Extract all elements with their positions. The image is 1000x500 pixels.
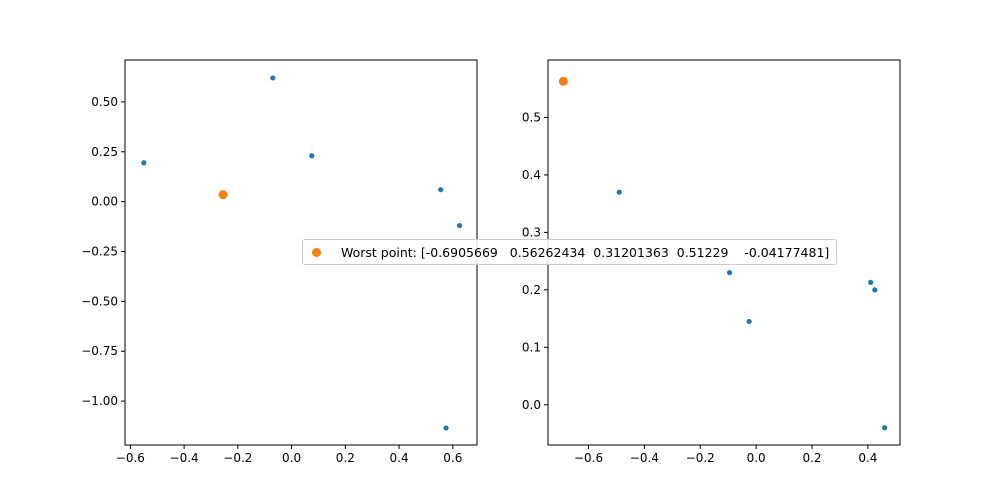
y-tick-label: 0.0	[522, 398, 541, 412]
data-point	[438, 187, 444, 193]
data-point	[726, 270, 733, 276]
x-tick-label: 0.2	[336, 451, 355, 465]
y-tick-label: 0.2	[522, 283, 541, 297]
worst-point	[218, 190, 228, 200]
x-tick-label: 0.2	[802, 451, 821, 465]
data-point	[616, 189, 622, 195]
legend: Worst point: [-0.6905669 0.56262434 0.31…	[302, 239, 838, 265]
x-tick-label: −0.4	[170, 451, 199, 465]
y-tick-label: −0.25	[81, 245, 118, 259]
x-tick-label: −0.6	[116, 451, 145, 465]
data-point	[872, 287, 878, 293]
x-tick-label: 0.6	[443, 451, 462, 465]
y-tick-label: −0.50	[81, 294, 118, 308]
data-point	[141, 160, 147, 166]
data-point	[868, 279, 874, 285]
data-point	[443, 425, 449, 431]
x-tick-label: −0.6	[574, 451, 603, 465]
y-tick-label: 0.1	[522, 340, 541, 354]
data-point	[309, 153, 315, 159]
y-tick-label: 0.50	[91, 95, 118, 109]
y-tick-label: 0.4	[522, 168, 541, 182]
x-tick-label: −0.4	[630, 451, 659, 465]
x-tick-label: 0.0	[747, 451, 766, 465]
y-tick-label: 0.00	[91, 195, 118, 209]
legend-marker-icon	[312, 247, 321, 257]
left-scatter-plot: −0.6 −0.4 −0.2 0.0 0.2 0.4 0.6 −1.00 −0.75 −0.50 −…	[81, 59, 478, 465]
data-point	[456, 222, 463, 229]
legend-label: Worst point: [-0.6905669 0.56262434 0.31…	[341, 244, 830, 260]
data-point	[270, 75, 276, 81]
y-tick-label: −0.75	[81, 344, 118, 358]
x-tick-label: 0.4	[390, 451, 409, 465]
x-tick-label: 0.4	[858, 451, 877, 465]
right-scatter-plot: −0.6 −0.4 −0.2 0.0 0.2 0.4 0.0 0.1 0.2 0.3 0.4 0.5	[522, 59, 901, 465]
x-tick-label: 0.0	[282, 451, 301, 465]
y-tick-label: 0.5	[522, 110, 541, 124]
y-tick-label: 0.25	[91, 145, 118, 159]
worst-point	[558, 76, 568, 86]
x-tick-label: −0.2	[686, 451, 715, 465]
y-tick-label: 0.3	[522, 225, 541, 239]
y-tick-label: −1.00	[81, 394, 118, 408]
data-point	[746, 318, 752, 325]
data-point	[882, 425, 888, 431]
x-tick-label: −0.2	[223, 451, 252, 465]
